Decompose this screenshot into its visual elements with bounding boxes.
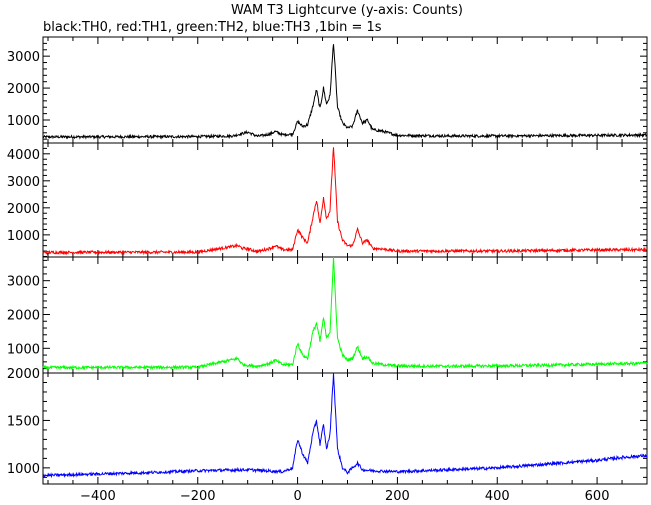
- y-tick-label: 1000: [7, 342, 40, 357]
- y-tick-label: 1000: [7, 229, 40, 244]
- x-tick-label: −200: [180, 489, 216, 504]
- panel-th3: 1000 1500 2000: [7, 367, 648, 485]
- panel-th2: 1000 2000 3000: [7, 256, 648, 374]
- y-tick-label: 3000: [7, 275, 40, 290]
- series-line-th2: [42, 256, 648, 371]
- x-axis: −400 −200 0 200 400 600: [80, 489, 609, 504]
- series-line-th0: [42, 44, 648, 140]
- panel-frame: [42, 142, 648, 258]
- x-tick-label: 400: [485, 489, 510, 504]
- x-tick-label: 600: [585, 489, 610, 504]
- panels-group: 1000 2000 3000 1000 2000 3000 4000 1000 2000 3000…: [7, 36, 648, 485]
- y-tick-label: 3000: [7, 175, 40, 190]
- y-tick-label: 3000: [7, 50, 40, 65]
- panel-frame: [42, 372, 648, 485]
- series-line-th1: [42, 147, 648, 256]
- y-tick-label: 1500: [7, 414, 40, 429]
- panel-frame: [42, 256, 648, 374]
- panel-frame: [42, 36, 648, 144]
- y-tick-label: 1000: [7, 114, 40, 129]
- y-tick-label: 2000: [7, 202, 40, 217]
- y-tick-label: 4000: [7, 148, 40, 163]
- x-tick-label: 0: [293, 489, 301, 504]
- chart-title: WAM T3 Lightcurve (y-axis: Counts): [231, 3, 463, 18]
- panel-th1: 1000 2000 3000 4000: [7, 142, 648, 258]
- y-tick-label: 2000: [7, 367, 40, 382]
- x-tick-label: 200: [385, 489, 410, 504]
- panel-th0: 1000 2000 3000: [7, 36, 648, 144]
- series-line-th3: [42, 372, 648, 479]
- y-tick-label: 2000: [7, 308, 40, 323]
- x-tick-label: −400: [80, 489, 116, 504]
- y-tick-label: 1000: [7, 462, 40, 477]
- y-tick-label: 2000: [7, 82, 40, 97]
- chart-subtitle: black:TH0, red:TH1, green:TH2, blue:TH3 …: [43, 20, 382, 35]
